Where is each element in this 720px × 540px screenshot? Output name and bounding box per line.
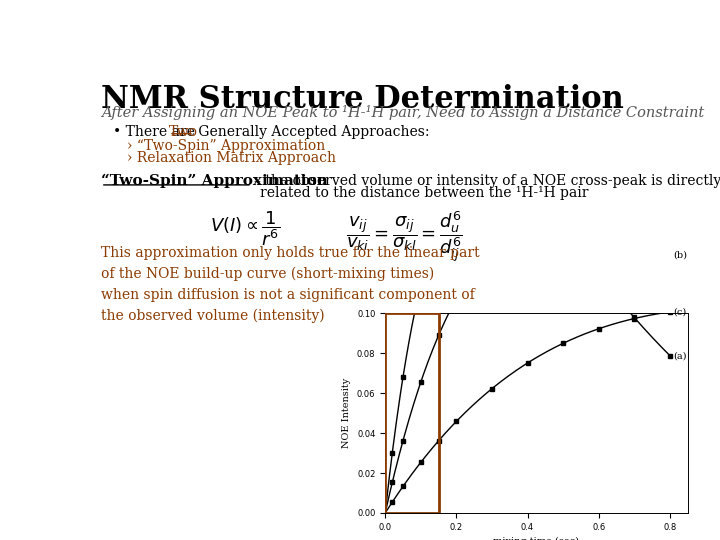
Text: Generally Accepted Approaches:: Generally Accepted Approaches:: [194, 125, 429, 139]
Text: NMR Structure Determination: NMR Structure Determination: [101, 84, 624, 115]
Text: (b): (b): [673, 251, 688, 259]
Text: – the observed volume or intensity of a NOE cross-peak is directly: – the observed volume or intensity of a …: [254, 174, 720, 188]
Text: $V(I) \propto \dfrac{1}{r^6}$: $V(I) \propto \dfrac{1}{r^6}$: [210, 210, 281, 248]
Text: • There are: • There are: [113, 125, 199, 139]
Text: related to the distance between the ¹H-¹H pair: related to the distance between the ¹H-¹…: [261, 186, 589, 200]
Text: › Relaxation Matrix Approach: › Relaxation Matrix Approach: [127, 151, 336, 165]
Text: This approximation only holds true for the linear part
of the NOE build-up curve: This approximation only holds true for t…: [101, 246, 480, 323]
Text: › “Two-Spin” Approximation: › “Two-Spin” Approximation: [127, 139, 325, 153]
Y-axis label: NOE Intensity: NOE Intensity: [343, 378, 351, 448]
Text: (c): (c): [673, 307, 687, 316]
Text: $\dfrac{v_{ij}}{v_{ki}} = \dfrac{\sigma_{ij}}{\sigma_{kl}} = \dfrac{d_u^6}{d_{ij: $\dfrac{v_{ij}}{v_{ki}} = \dfrac{\sigma_…: [346, 210, 462, 265]
Text: After Assigning an NOE Peak to ¹H-¹H pair, Need to Assign a Distance Constraint: After Assigning an NOE Peak to ¹H-¹H pai…: [101, 105, 704, 120]
Bar: [385, 313, 438, 513]
Text: (a): (a): [673, 351, 687, 360]
X-axis label: mixing time (sec): mixing time (sec): [493, 537, 580, 540]
Text: Two: Two: [169, 125, 198, 139]
Text: “Two-Spin” Approximation: “Two-Spin” Approximation: [101, 174, 328, 188]
